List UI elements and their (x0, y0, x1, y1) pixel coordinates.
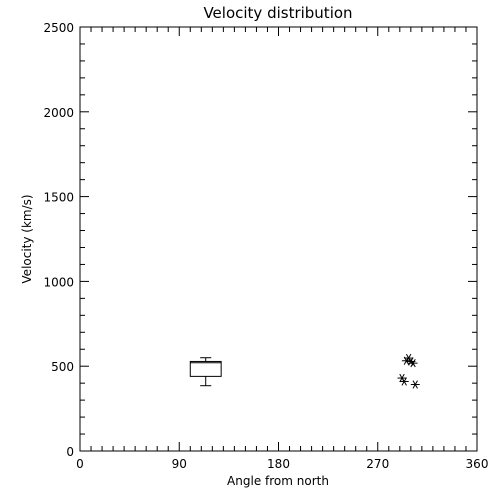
data-point (410, 380, 420, 389)
y-tick-label: 1000 (43, 275, 74, 289)
x-axis-label: Angle from north (227, 474, 329, 488)
y-tick-label: 0 (66, 445, 74, 459)
chart-title: Velocity distribution (203, 4, 352, 22)
boxplot (189, 357, 222, 387)
y-tick-label: 500 (51, 360, 74, 374)
y-axis-label: Velocity (km/s) (20, 194, 34, 283)
x-tick-label: 90 (172, 457, 187, 471)
x-tick-label: 360 (466, 457, 489, 471)
y-tick-label: 2500 (43, 21, 74, 35)
x-tick-label: 0 (76, 457, 84, 471)
y-tick-label: 1500 (43, 191, 74, 205)
y-tick-labels: 0 500 1000 1500 2000 2500 (43, 21, 74, 459)
x-tick-label: 180 (267, 457, 290, 471)
data-point (408, 359, 418, 368)
axis-ticks (79, 26, 478, 452)
data-point (399, 377, 409, 386)
x-tick-labels: 0 90 180 270 360 (76, 457, 488, 471)
y-tick-label: 2000 (43, 106, 74, 120)
data-points (397, 353, 420, 389)
x-tick-label: 270 (366, 457, 389, 471)
box (189, 360, 222, 377)
